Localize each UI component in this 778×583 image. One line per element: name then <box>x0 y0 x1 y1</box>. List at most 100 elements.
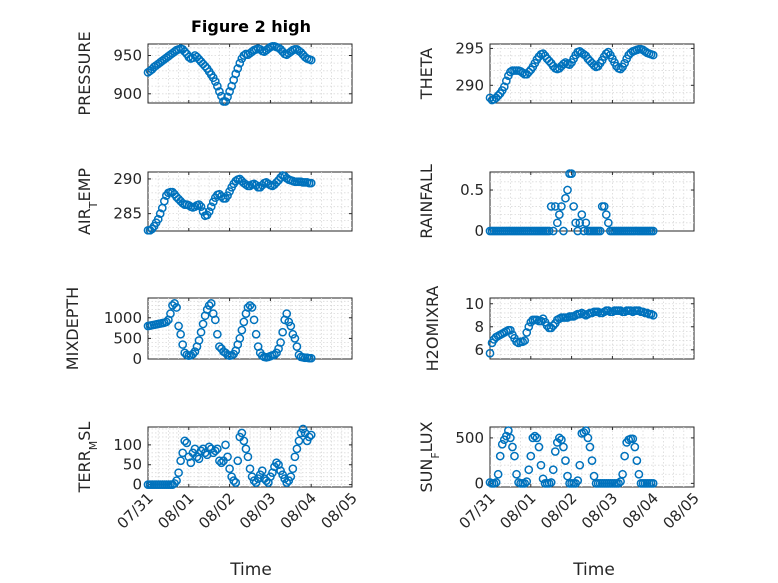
data-point <box>575 460 585 470</box>
data-point <box>520 336 530 345</box>
series-markers <box>143 171 316 235</box>
series-markers <box>143 424 316 489</box>
data-point <box>536 316 546 326</box>
x-tick-label: 08/03 <box>578 489 621 532</box>
data-point <box>620 58 629 68</box>
x-tick-label: 08/05 <box>318 489 361 532</box>
data-point <box>239 317 249 327</box>
data-point <box>518 68 527 78</box>
data-point <box>264 179 273 189</box>
data-point <box>190 347 200 356</box>
data-point <box>497 439 507 449</box>
x-tick-label: 07/31 <box>456 489 499 532</box>
x-tick-label: 08/02 <box>537 489 580 532</box>
y-tick-label: 290 <box>113 170 142 188</box>
data-point <box>493 469 503 479</box>
data-point <box>575 218 585 228</box>
data-point <box>601 49 611 58</box>
data-point <box>508 442 517 452</box>
y-axis-label-0: PRESSURE <box>75 31 94 115</box>
data-point <box>210 77 220 86</box>
data-point <box>202 305 212 314</box>
data-point <box>272 458 281 468</box>
data-point <box>634 469 644 479</box>
data-point <box>534 442 544 452</box>
y-axis-label-4: MIXDEPTH <box>63 287 82 370</box>
data-point <box>241 180 251 189</box>
data-point <box>257 466 267 476</box>
data-point <box>182 438 192 448</box>
data-point <box>184 200 194 210</box>
data-point <box>217 191 226 201</box>
series-markers <box>143 41 316 106</box>
data-point <box>231 176 241 186</box>
data-point <box>628 434 638 444</box>
y-axis-label-3: RAINFALL <box>417 164 436 239</box>
data-point <box>231 478 241 487</box>
data-point <box>288 464 298 474</box>
data-point <box>276 338 285 347</box>
data-point <box>237 428 247 438</box>
data-point <box>282 478 292 487</box>
data-point <box>290 452 300 462</box>
data-point <box>630 442 640 452</box>
x-tick-label: 08/02 <box>195 489 238 532</box>
data-point <box>532 433 542 443</box>
series-markers <box>485 426 658 488</box>
data-point <box>520 479 530 488</box>
data-point <box>225 87 234 96</box>
data-point <box>194 336 204 345</box>
data-point <box>213 329 222 339</box>
data-point <box>618 469 627 479</box>
data-point <box>245 464 255 474</box>
data-point <box>204 442 214 452</box>
data-point <box>284 317 294 327</box>
subplot-theta: 290 295 THETA <box>417 39 695 105</box>
data-point <box>159 196 169 206</box>
data-point <box>196 446 206 456</box>
data-point <box>213 81 222 91</box>
grid <box>490 172 694 231</box>
data-point <box>237 325 247 335</box>
data-point <box>603 218 613 228</box>
data-point <box>506 433 515 443</box>
series-markers <box>485 44 658 105</box>
y-tick-label: 0 <box>474 222 484 240</box>
data-point <box>286 321 296 331</box>
plot-area <box>147 297 353 360</box>
data-point <box>548 465 558 475</box>
data-point <box>206 202 216 212</box>
data-point <box>563 185 572 195</box>
subplot-pressure: 900 950 PRESSURE <box>75 31 353 116</box>
data-point <box>544 226 554 236</box>
y-tick-label: 1000 <box>104 309 142 327</box>
data-point <box>190 202 200 212</box>
data-point <box>595 226 605 236</box>
data-point <box>198 319 208 329</box>
data-point <box>243 303 253 312</box>
data-point <box>555 210 564 219</box>
data-point <box>306 178 316 188</box>
data-point <box>215 456 224 466</box>
data-point <box>210 446 220 456</box>
data-point <box>530 431 540 441</box>
data-point <box>176 329 185 339</box>
data-point <box>176 456 185 466</box>
x-tick-label: 08/05 <box>660 489 703 532</box>
y-tick-label: 0.5 <box>460 181 484 199</box>
data-point <box>245 181 255 191</box>
data-point <box>585 442 595 452</box>
data-point <box>528 433 538 443</box>
data-point <box>186 458 196 468</box>
data-point <box>546 478 556 487</box>
data-point <box>304 432 314 442</box>
data-point <box>221 97 230 106</box>
data-point <box>620 451 629 461</box>
data-point <box>569 202 578 211</box>
data-point <box>229 476 239 485</box>
x-axis-label-right: Time <box>572 560 615 580</box>
data-point <box>278 327 287 337</box>
data-point <box>247 303 257 312</box>
y-tick-label: 285 <box>113 205 142 223</box>
